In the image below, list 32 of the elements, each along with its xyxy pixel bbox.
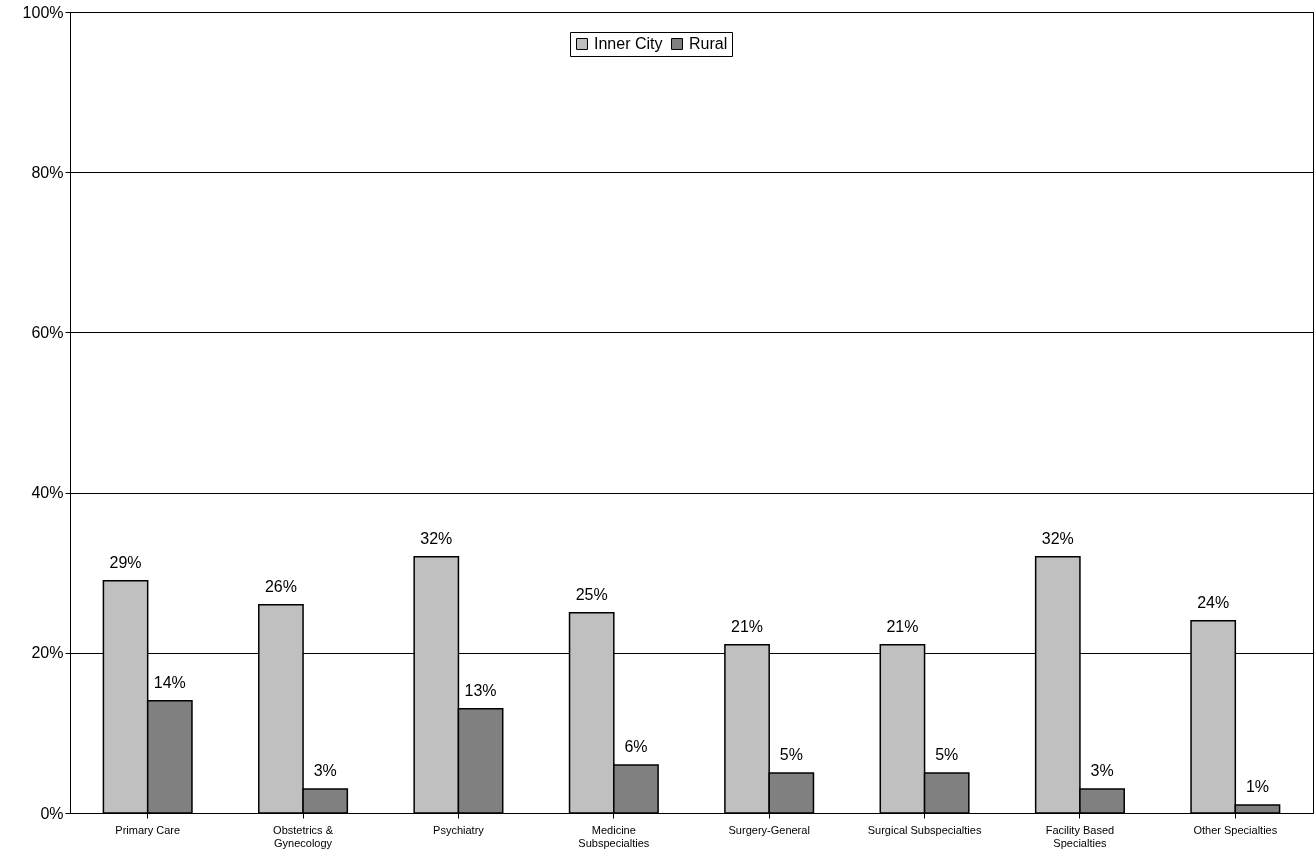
- x-tick-label: Surgical Subspecialties: [867, 823, 982, 836]
- legend-label: Rural: [689, 35, 728, 52]
- data-label: 24%: [1197, 593, 1230, 611]
- data-label: 3%: [313, 761, 337, 779]
- x-tick-label: Other Specialties: [1193, 823, 1278, 836]
- x-tick-label: Medicine Subspecialties: [578, 823, 650, 849]
- x-tick-label: Obstetrics & Gynecology: [273, 823, 334, 849]
- data-label: 5%: [935, 745, 959, 763]
- data-label: 3%: [1090, 761, 1114, 779]
- data-label: 6%: [624, 737, 648, 755]
- data-label: 14%: [153, 673, 186, 691]
- y-tick-label: 100%: [22, 3, 64, 21]
- data-label: 32%: [420, 529, 453, 547]
- y-tick-label: 20%: [31, 644, 64, 662]
- data-label: 29%: [109, 553, 142, 571]
- data-label: 25%: [575, 585, 608, 603]
- y-tick-label: 0%: [40, 804, 64, 822]
- data-label: 5%: [779, 745, 803, 763]
- data-label: 1%: [1245, 777, 1270, 795]
- data-label: 21%: [886, 617, 919, 635]
- data-label: 26%: [264, 577, 297, 595]
- data-label: 21%: [731, 617, 764, 635]
- data-label: 32%: [1041, 529, 1074, 547]
- x-tick-label: Psychiatry: [433, 823, 485, 836]
- x-tick-label: Facility Based Specialties: [1045, 823, 1115, 849]
- x-tick-label: Primary Care: [115, 823, 181, 836]
- y-tick-label: 60%: [31, 323, 64, 341]
- legend-label: Inner City: [594, 35, 663, 52]
- data-label: 13%: [464, 681, 497, 699]
- y-tick-label: 40%: [31, 484, 64, 502]
- y-tick-label: 80%: [31, 163, 64, 181]
- x-tick-label: Surgery-General: [728, 823, 810, 836]
